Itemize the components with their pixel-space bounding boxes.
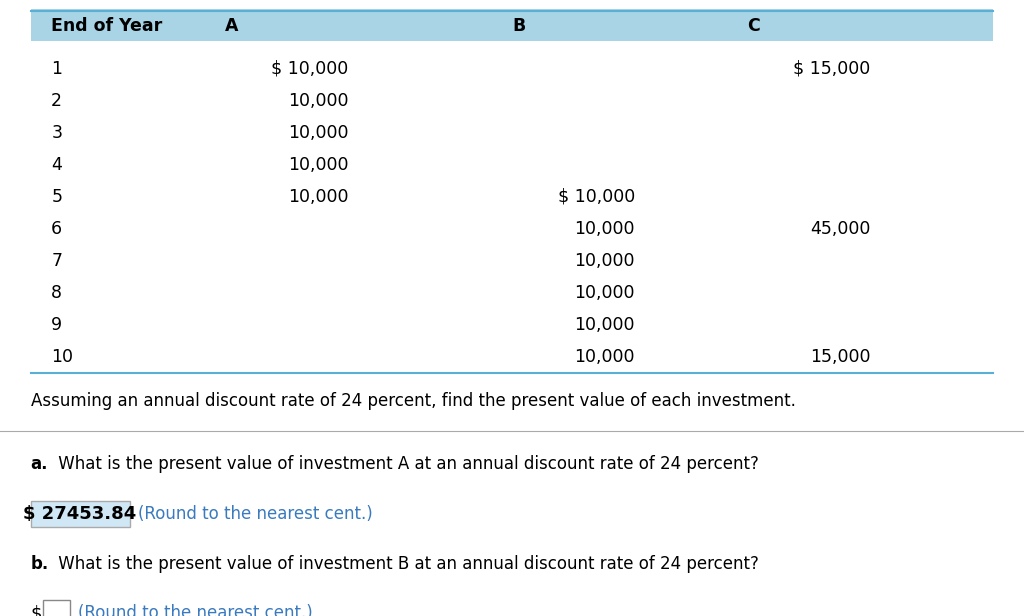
Bar — [43, 600, 70, 616]
Text: $ 10,000: $ 10,000 — [271, 60, 348, 78]
Text: 10,000: 10,000 — [288, 188, 348, 206]
Text: 45,000: 45,000 — [810, 220, 870, 238]
Text: End of Year: End of Year — [51, 17, 163, 35]
Text: (Round to the nearest cent.): (Round to the nearest cent.) — [78, 604, 312, 616]
Text: 4: 4 — [51, 156, 62, 174]
Text: 2: 2 — [51, 92, 62, 110]
Text: $ 15,000: $ 15,000 — [794, 60, 870, 78]
Text: 1: 1 — [51, 60, 62, 78]
Text: 15,000: 15,000 — [810, 348, 870, 366]
Text: 7: 7 — [51, 252, 62, 270]
Text: What is the present value of investment A at an annual discount rate of 24 perce: What is the present value of investment … — [53, 455, 759, 473]
Text: 9: 9 — [51, 316, 62, 334]
Text: $ 10,000: $ 10,000 — [558, 188, 635, 206]
Text: 10,000: 10,000 — [574, 348, 635, 366]
Text: a.: a. — [31, 455, 48, 473]
Text: (Round to the nearest cent.): (Round to the nearest cent.) — [138, 505, 373, 523]
Text: 10,000: 10,000 — [288, 92, 348, 110]
Text: A: A — [225, 17, 239, 35]
Text: 10,000: 10,000 — [288, 156, 348, 174]
Bar — [31, 501, 130, 527]
Text: 8: 8 — [51, 284, 62, 302]
Text: B: B — [512, 17, 525, 35]
Text: $: $ — [31, 604, 42, 616]
Bar — [31, 9, 993, 41]
Text: 10,000: 10,000 — [574, 252, 635, 270]
Text: 10,000: 10,000 — [288, 124, 348, 142]
Text: 3: 3 — [51, 124, 62, 142]
Text: What is the present value of investment B at an annual discount rate of 24 perce: What is the present value of investment … — [53, 554, 759, 573]
Text: 5: 5 — [51, 188, 62, 206]
Text: Assuming an annual discount rate of 24 percent, find the present value of each i: Assuming an annual discount rate of 24 p… — [31, 392, 796, 410]
Text: 10,000: 10,000 — [574, 220, 635, 238]
Text: 10: 10 — [51, 348, 73, 366]
Text: 10,000: 10,000 — [574, 316, 635, 334]
Text: 6: 6 — [51, 220, 62, 238]
Text: 10,000: 10,000 — [574, 284, 635, 302]
Text: $ 27453.84: $ 27453.84 — [24, 505, 136, 523]
Text: b.: b. — [31, 554, 49, 573]
Text: C: C — [748, 17, 760, 35]
